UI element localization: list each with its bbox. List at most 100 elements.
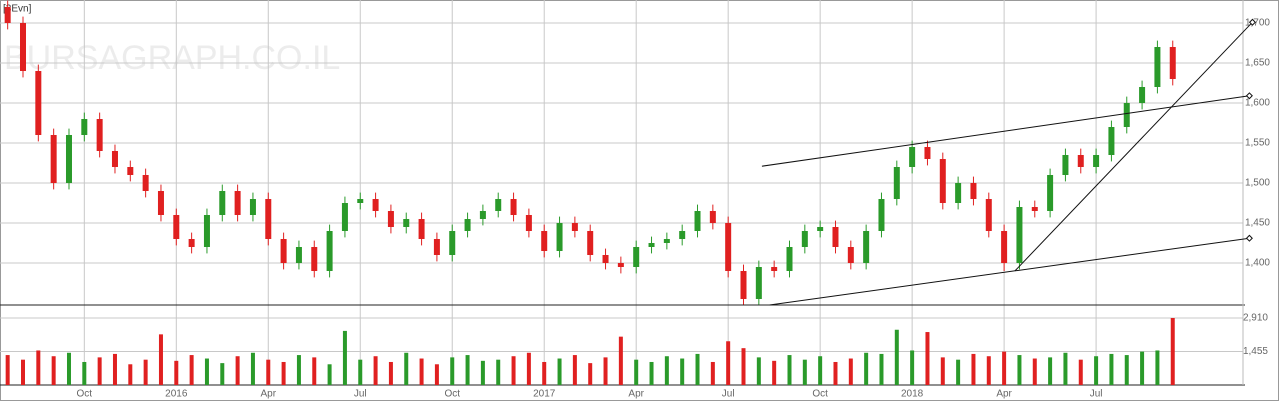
candle-body — [1108, 127, 1115, 155]
candle-body — [847, 247, 854, 263]
volume-bar — [97, 357, 102, 385]
volume-bar — [36, 350, 41, 385]
volume-bar — [986, 356, 991, 385]
volume-bar — [373, 356, 378, 385]
candle-body — [939, 159, 946, 203]
volume-bar — [588, 363, 593, 385]
volume-bar — [1170, 318, 1175, 385]
volume-bar — [250, 352, 255, 385]
volume-bar — [158, 334, 163, 385]
volume-bar — [434, 364, 439, 385]
trend-line — [1014, 21, 1253, 272]
volume-bar — [664, 356, 669, 385]
candle-body — [19, 23, 26, 71]
candle-body — [1077, 155, 1084, 167]
volume-bar — [956, 359, 961, 385]
y-tick-label: 1,400 — [1245, 258, 1270, 269]
y-tick-label: 1,500 — [1245, 178, 1270, 189]
candle-body — [357, 199, 364, 203]
y-tick-label: 1,600 — [1245, 98, 1270, 109]
volume-bar — [787, 355, 792, 385]
candle-body — [341, 203, 348, 231]
candle-body — [403, 219, 410, 227]
candle-body — [832, 227, 839, 247]
candle-body — [1062, 155, 1069, 175]
volume-bar — [296, 355, 301, 385]
volume-bar — [802, 359, 807, 385]
volume-bar — [940, 357, 945, 385]
volume-bar — [1017, 355, 1022, 385]
volume-bar — [112, 353, 117, 385]
trend-line — [769, 237, 1250, 306]
volume-bar — [710, 361, 715, 385]
candle-body — [1139, 87, 1146, 103]
volume-bar — [5, 355, 10, 385]
candle-body — [173, 215, 180, 239]
candle-body — [970, 183, 977, 199]
x-tick-label: Jul — [1090, 389, 1103, 400]
candle-body — [311, 247, 318, 271]
candle-body — [219, 191, 226, 215]
volume-bar — [480, 360, 485, 385]
x-tick-label: Oct — [77, 389, 93, 400]
x-tick-label: Oct — [812, 389, 828, 400]
volume-bar — [143, 359, 148, 385]
volume-bar — [833, 361, 838, 385]
candle-body — [679, 231, 686, 239]
candle-body — [326, 231, 333, 271]
volume-bar — [971, 353, 976, 385]
volume-bar — [1078, 359, 1083, 385]
candle-body — [985, 199, 992, 231]
volume-bar — [1032, 358, 1037, 385]
candle-body — [203, 215, 210, 247]
candle-body — [633, 247, 640, 267]
candle-body — [755, 267, 762, 299]
volume-bar — [864, 352, 869, 385]
candle-body — [587, 231, 594, 255]
candle-body — [1154, 47, 1161, 87]
candle-body — [157, 191, 164, 215]
volume-bar — [603, 357, 608, 385]
volume-bar — [20, 359, 25, 385]
candle-body — [35, 71, 42, 135]
candle-body — [694, 211, 701, 231]
volume-bar — [695, 353, 700, 385]
candle-body — [817, 227, 824, 231]
candle-body — [525, 215, 532, 231]
volume-bar — [342, 330, 347, 385]
volume-bar — [542, 361, 547, 385]
candle-body — [556, 223, 563, 251]
volume-bar — [910, 350, 915, 385]
candle-body — [955, 183, 962, 203]
candle-body — [1123, 103, 1130, 127]
volume-bar — [189, 355, 194, 385]
x-tick-label: Apr — [628, 389, 644, 400]
volume-bar — [235, 356, 240, 385]
candle-body — [617, 263, 624, 267]
volume-bar — [128, 364, 133, 385]
volume-bar — [649, 361, 654, 385]
y-tick-label: 1,455 — [1243, 346, 1268, 357]
candle-body — [1047, 175, 1054, 211]
x-tick-label: Jul — [354, 389, 367, 400]
candle-body — [893, 167, 900, 199]
candle-body — [495, 199, 502, 211]
x-tick-label: Apr — [996, 389, 1012, 400]
candle-body — [786, 247, 793, 271]
candle-body — [50, 135, 57, 183]
candle-body — [433, 239, 440, 255]
candle-body — [863, 231, 870, 263]
candle-body — [1001, 231, 1008, 263]
candle-body — [127, 167, 134, 175]
y-tick-label: 1,650 — [1245, 58, 1270, 69]
candle-body — [372, 199, 379, 211]
volume-bar — [1063, 352, 1068, 385]
volume-bar — [848, 358, 853, 385]
volume-bar — [772, 360, 777, 385]
volume-bar — [281, 361, 286, 385]
volume-bar — [66, 352, 71, 385]
candle-body — [1031, 207, 1038, 211]
candle-body — [188, 239, 195, 247]
